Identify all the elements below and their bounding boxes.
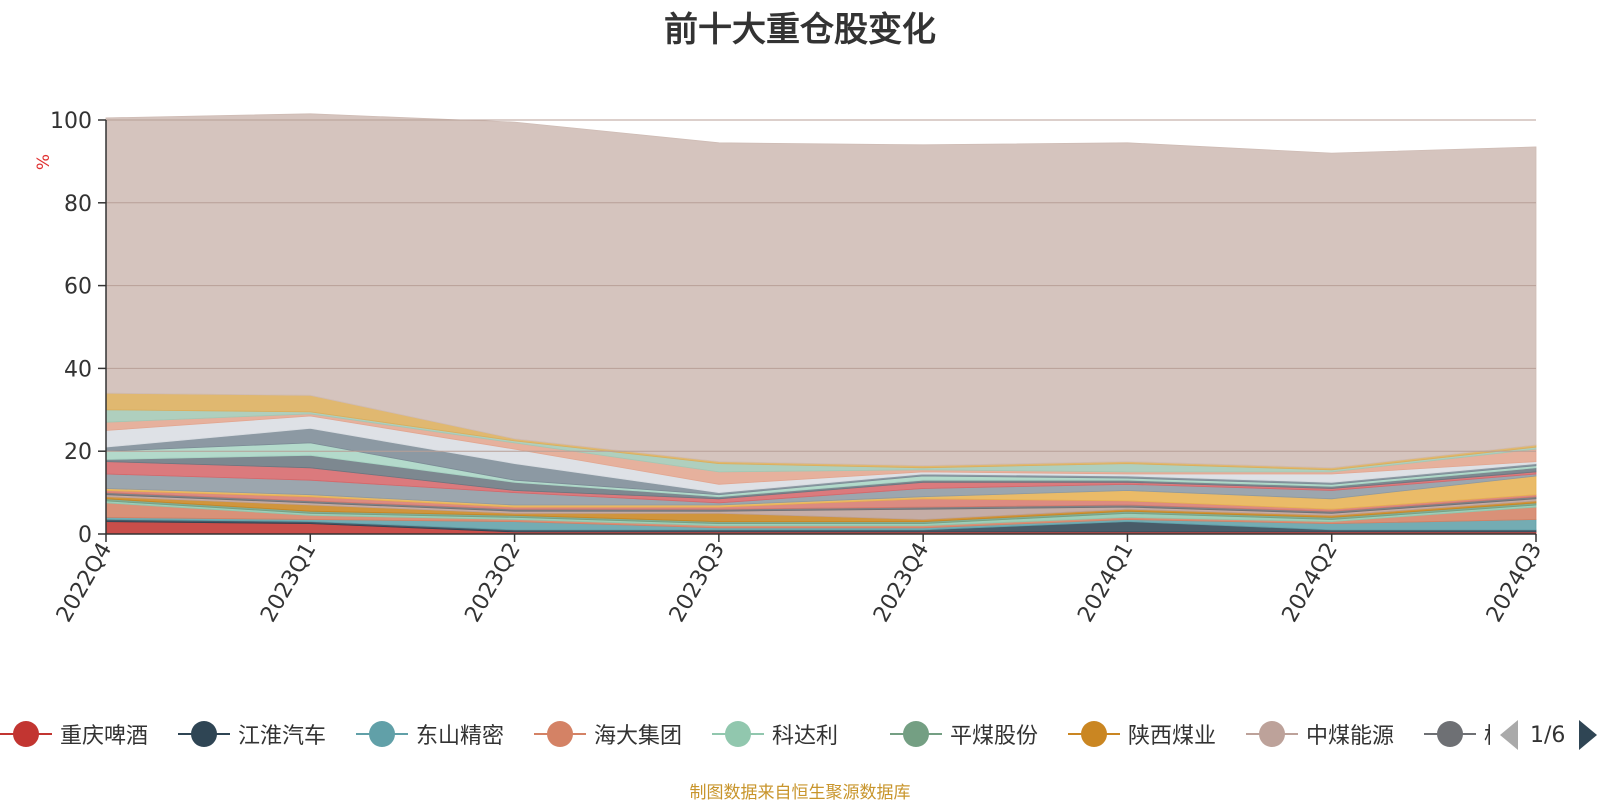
legend-page-indicator: 1/6	[1530, 722, 1566, 748]
legend-marker-icon	[712, 721, 764, 747]
chart-title: 前十大重仓股变化	[664, 10, 936, 50]
legend-item-2[interactable]: 东山精密	[356, 710, 504, 758]
y-tick-label-2: 40	[64, 357, 92, 382]
x-tick-label-6: 2024Q2	[1278, 539, 1343, 627]
legend-marker-icon	[534, 721, 586, 747]
y-tick-label-5: 100	[50, 109, 92, 134]
area-layer	[105, 113, 1537, 535]
legend-item-4[interactable]: 科达利	[712, 710, 838, 758]
legend-label: 格力电器	[1484, 718, 1490, 750]
legend-marker-icon	[178, 721, 230, 747]
legend-label: 东山精密	[416, 724, 505, 749]
legend-label: 科达利	[772, 724, 839, 749]
legend-item-6[interactable]: 陕西煤业	[1068, 710, 1216, 758]
legend-marker-icon	[890, 721, 942, 747]
y-tick-label-3: 60	[64, 275, 92, 300]
legend-item-5[interactable]: 平煤股份	[890, 710, 1038, 758]
legend-item-3[interactable]: 海大集团	[534, 710, 682, 758]
legend-marker-icon	[0, 721, 52, 747]
legend-marker-icon	[1068, 721, 1120, 747]
legend-item-1[interactable]: 江淮汽车	[178, 710, 326, 758]
legend-item-7[interactable]: 中煤能源	[1246, 710, 1394, 758]
legend-label: 海大集团	[594, 724, 683, 749]
legend-marker-icon	[356, 721, 408, 747]
y-axis-label: %	[34, 154, 54, 170]
legend: 重庆啤酒 江淮汽车 东山精密 海大集团 科达利 平煤股份 陕西煤业 中煤能源 格力电器	[0, 710, 1490, 758]
x-tick-label-7: 2024Q3	[1482, 539, 1547, 627]
chevron-left-icon[interactable]	[1500, 720, 1518, 750]
x-tick-label-3: 2023Q3	[665, 539, 730, 627]
chevron-right-icon[interactable]	[1579, 720, 1598, 750]
legend-marker-icon	[1424, 721, 1476, 747]
legend-label: 重庆啤酒	[60, 724, 149, 749]
x-tick-label-1: 2023Q1	[256, 539, 321, 627]
x-tick-label-0: 2022Q4	[52, 539, 117, 627]
legend-marker-icon	[1246, 721, 1298, 747]
x-tick-label-5: 2024Q1	[1073, 539, 1138, 627]
legend-item-0[interactable]: 重庆啤酒	[0, 710, 148, 758]
legend-label: 陕西煤业	[1128, 724, 1217, 749]
source-note: 制图数据来自恒生聚源数据库	[689, 783, 911, 803]
y-tick-label-0: 0	[78, 523, 92, 548]
legend-label: 江淮汽车	[238, 724, 327, 749]
legend-label: 平煤股份	[950, 724, 1039, 749]
legend-item-8[interactable]: 格力电器	[1424, 710, 1490, 758]
x-tick-label-2: 2023Q2	[460, 539, 525, 627]
legend-label: 中煤能源	[1306, 724, 1395, 749]
grid-layer	[106, 119, 1536, 452]
y-tick-label-4: 80	[64, 192, 92, 217]
area-chart: 0 20 40 60 80 100% 2022Q4 2023Q1 2023Q2 2023Q3 202…	[34, 109, 1547, 627]
y-tick-label-1: 20	[64, 440, 92, 465]
x-tick-label-4: 2023Q4	[869, 539, 934, 627]
legend-pager: 1/6	[1500, 718, 1598, 752]
